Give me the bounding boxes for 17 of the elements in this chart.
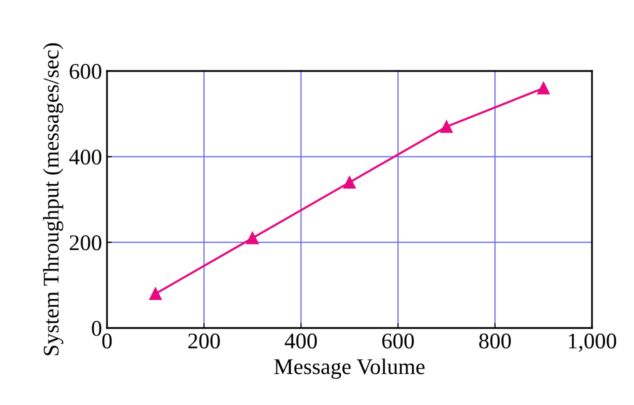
x-tick-label: 200 — [188, 334, 220, 348]
y-tick-label: 400 — [69, 150, 102, 165]
point — [246, 232, 259, 244]
x-tick-label: 1,000 — [568, 334, 616, 352]
y-tick-label: 600 — [70, 64, 102, 79]
point — [149, 287, 162, 300]
x-tick-label: 400 — [284, 334, 317, 348]
x-tick-label: 600 — [382, 334, 414, 348]
x-axis-title: Message Volume — [274, 358, 425, 379]
point — [343, 176, 356, 189]
y-tick-label: 0 — [92, 320, 102, 336]
point — [537, 82, 550, 94]
y-tick-label: 200 — [70, 235, 102, 250]
y-axis-title: System Throughput (messages/sec) — [43, 43, 64, 356]
point — [440, 120, 453, 133]
x-tick-label: 0 — [102, 334, 112, 348]
x-tick-label: 800 — [479, 334, 511, 348]
